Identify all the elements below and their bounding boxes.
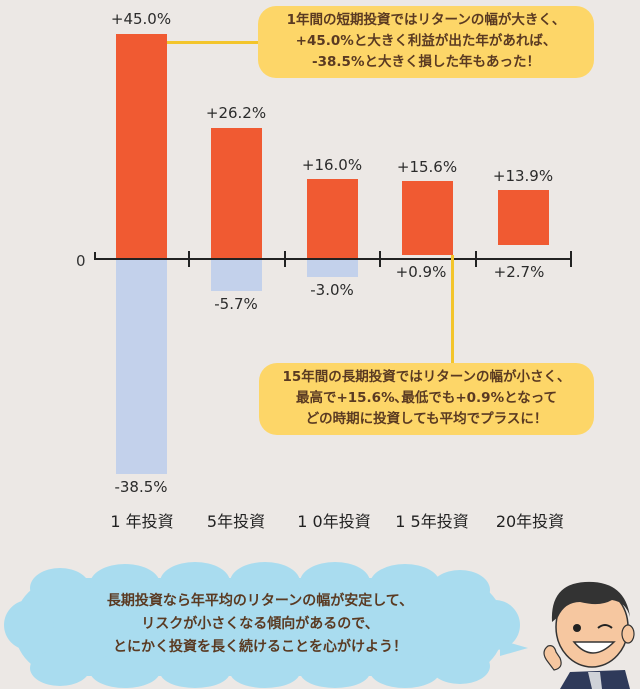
cloud-puff [300,562,370,602]
axis-tick [570,251,572,267]
label-5yr-min: -5.7% [214,295,258,313]
callout-middle-line: どの時期に投資しても平均でプラスに！ [305,411,548,427]
axis-tick [475,251,477,267]
label-1yr-max: +45.0% [110,10,172,28]
label-15yr-min: +0.9% [395,263,447,281]
axis-tick [188,251,190,267]
category-20yr: 20年投資 [495,512,565,531]
character-illustration [543,581,635,689]
cloud-tail [500,640,528,656]
speech-line: とにかく投資を長く続けることを心がけよう！ [113,639,407,655]
callout-top-line: -38.5%と大きく損した年もあった！ [312,54,540,70]
cloud-puff [160,562,230,602]
axis-left-cap [94,252,96,260]
speech-bubble-text: 長期投資なら年平均のリターンの幅が安定して、 リスクが小さくなる傾向があるので、… [30,590,490,659]
cloud-puff [370,654,440,688]
cloud-puff [90,564,160,604]
callout-middle-line: 15年間の長期投資ではリターンの幅が小さく、 [282,369,571,385]
x-axis [95,258,571,260]
label-20yr-max: +13.9% [492,167,554,185]
axis-tick [284,251,286,267]
label-20yr-min: +2.7% [493,263,545,281]
callout-top-line: +45.0%と大きく利益が出た年があれば、 [295,33,557,49]
label-5yr-max: +26.2% [205,104,267,122]
cloud-puff [30,650,90,686]
cloud-puff [90,654,160,688]
callout-top: 1年間の短期投資ではリターンの幅が大きく、 +45.0%と大きく利益が出た年があ… [258,6,594,78]
cloud-puff [230,656,300,688]
bar-15yr [402,181,453,255]
cloud-puff [30,568,90,608]
label-10yr-max: +16.0% [301,156,363,174]
callout-middle: 15年間の長期投資ではリターンの幅が小さく、 最高で+15.6%､最低でも+0.… [259,363,594,435]
bar-1yr-max [116,34,167,259]
cloud-puff [160,656,230,688]
cloud-puff [300,656,370,688]
category-1yr: 1 年投資 [110,512,174,531]
category-5yr: 5年投資 [206,512,266,531]
cloud-puff [370,564,440,604]
speech-line: リスクが小さくなる傾向があるので、 [141,616,379,632]
bar-10yr-max [307,179,358,259]
label-10yr-min: -3.0% [310,281,354,299]
bar-10yr-min [307,260,358,277]
cloud-puff [430,648,490,684]
category-15yr: 1 5年投資 [395,512,469,531]
bar-5yr-min [211,260,262,291]
bar-20yr [498,190,549,245]
axis-tick [379,251,381,267]
bar-5yr-max [211,128,262,259]
speech-line: 長期投資なら年平均のリターンの幅が安定して、 [106,593,414,609]
bar-1yr-min [116,260,167,474]
cloud-puff [4,600,54,650]
callout-middle-line: 最高で+15.6%､最低でも+0.9%となって [295,390,558,406]
cloud-puff [230,562,300,602]
callout-top-line: 1年間の短期投資ではリターンの幅が大きく、 [286,12,566,28]
zero-label: 0 [76,252,86,270]
label-1yr-min: -38.5% [114,478,168,496]
callout-middle-leader [451,255,454,365]
label-15yr-max: +15.6% [396,158,458,176]
callout-top-leader [167,41,262,44]
category-10yr: 1 0年投資 [297,512,371,531]
